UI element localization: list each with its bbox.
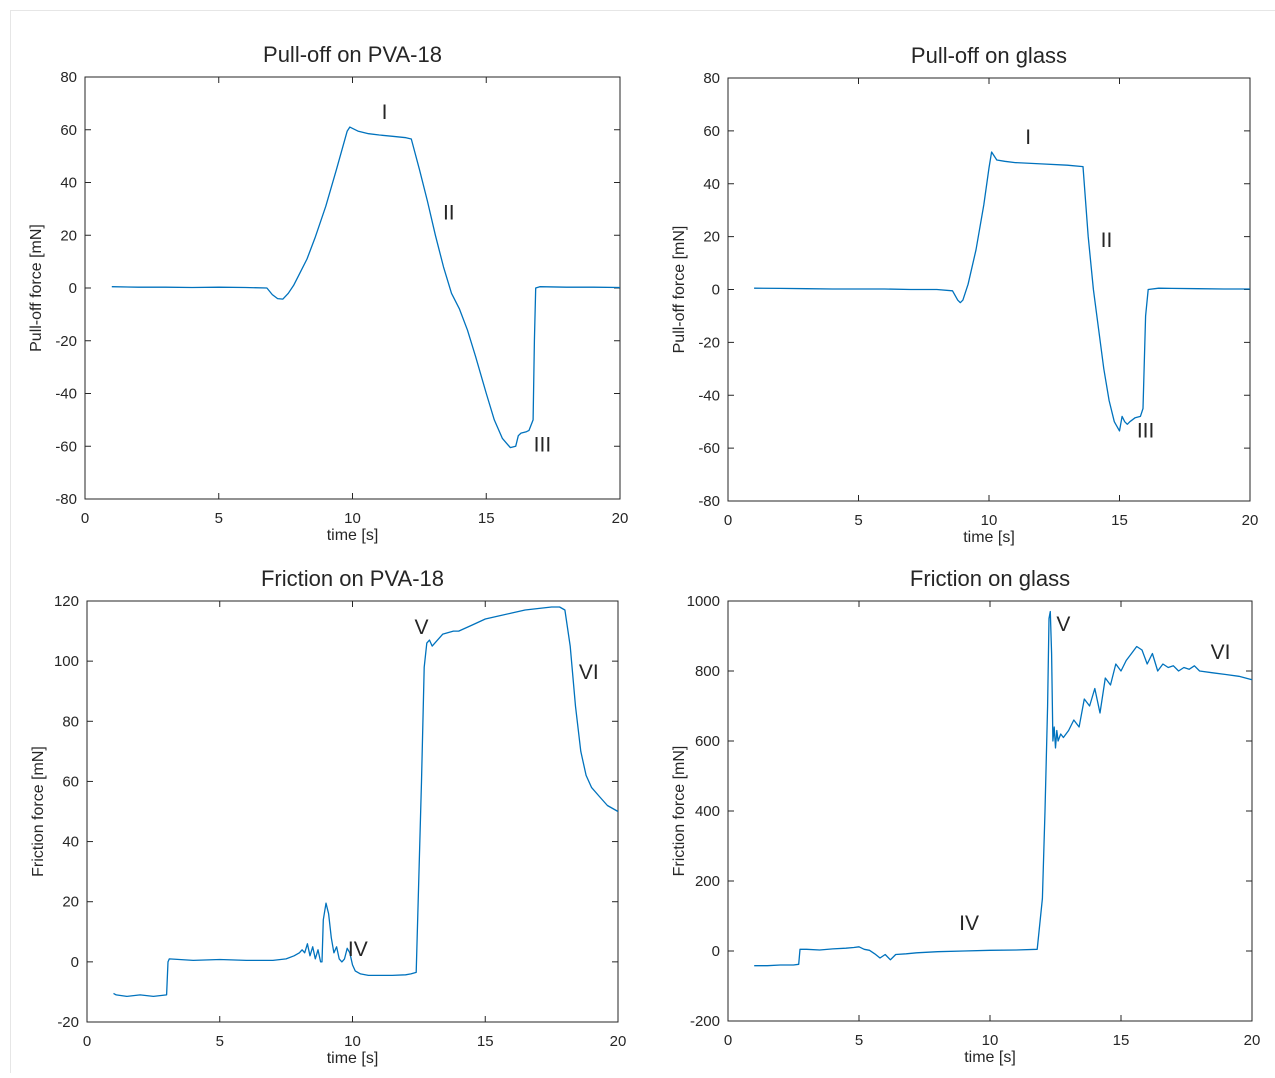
chart-pull-off-on-pva-18-series-line-0 — [111, 126, 621, 449]
chart-friction-on-pva-18-xtick-label: 0 — [83, 1033, 91, 1050]
chart-pull-off-on-pva-18-xtick-label: 0 — [81, 510, 89, 527]
chart-pull-off-on-pva-18-ytick-label: 60 — [60, 122, 77, 139]
chart-friction-on-pva-18-ytick-label: 40 — [62, 834, 79, 851]
chart-friction-on-glass-xtick-label: 15 — [1113, 1032, 1130, 1049]
chart-pull-off-on-glass-ytick-label: 20 — [703, 229, 720, 246]
chart-pull-off-on-pva-18-ytick-label: -80 — [55, 491, 77, 508]
chart-friction-on-pva-18-annotation-vi: VI — [579, 661, 599, 684]
figure-canvas: Pull-off on PVA-180 5 10 15 20-80-60-40-2002… — [28, 42, 1260, 1067]
chart-pull-off-on-glass-ytick-label: 0 — [712, 282, 720, 299]
chart-pull-off-on-pva-18-ytick-label: 80 — [60, 69, 77, 86]
chart-friction-on-pva-18-ytick-label: 100 — [54, 653, 79, 670]
chart-pull-off-on-glass-xtick-label: 5 — [854, 512, 862, 529]
chart-friction-on-pva-18-title: Friction on PVA-18 — [261, 566, 444, 591]
chart-friction-on-glass-title: Friction on glass — [910, 566, 1070, 591]
chart-pull-off-on-glass-annotation-iii: III — [1137, 420, 1155, 443]
chart-pull-off-on-pva-18-xtick-label: 10 — [344, 510, 361, 527]
chart-pull-off-on-pva-18-ytick-label: 0 — [69, 280, 77, 297]
chart-friction-on-glass-xtick-label: 5 — [855, 1032, 863, 1049]
chart-pull-off-on-glass-ytick-label: -40 — [698, 387, 720, 404]
chart-friction-on-glass-ytick-label: 600 — [695, 733, 720, 750]
chart-friction-on-glass-xtick-label: 20 — [1244, 1032, 1261, 1049]
chart-friction-on-pva-18-ytick-label: 120 — [54, 593, 79, 610]
chart-friction-on-pva-18-annotation-iv: IV — [348, 938, 368, 961]
chart-pull-off-on-pva-18-ytick-label: -60 — [55, 438, 77, 455]
chart-friction-on-glass-ytick-label: 800 — [695, 663, 720, 680]
chart-pull-off-on-glass-ylabel: Pull-off force [mN] — [671, 226, 688, 354]
chart-pull-off-on-glass: Pull-off on glass 0 5 10 15 20 -80 -60 -40 -20 0 20… — [671, 43, 1258, 546]
chart-friction-on-pva-18-xtick-label: 20 — [610, 1033, 627, 1050]
chart-friction-on-pva-18-xtick-label: 15 — [477, 1033, 494, 1050]
chart-friction-on-glass-xtick-label: 0 — [724, 1032, 732, 1049]
chart-pull-off-on-pva-18-title: Pull-off on PVA-18 — [263, 42, 442, 67]
chart-pull-off-on-pva-18-xlabel: time [s] — [327, 527, 379, 544]
chart-friction-on-glass-axes-box — [727, 600, 1253, 1022]
chart-pull-off-on-pva-18-annotation-iii: III — [534, 434, 552, 457]
chart-pull-off-on-pva-18-ytick-label: -40 — [55, 386, 77, 403]
chart-pull-off-on-pva-18-xtick-label: 5 — [215, 510, 223, 527]
chart-friction-on-pva-18-ytick-label: 80 — [62, 713, 79, 730]
chart-friction-on-glass-ylabel: Friction force [mN] — [671, 746, 688, 877]
chart-pull-off-on-glass-xtick-label: 10 — [981, 512, 998, 529]
chart-pull-off-on-pva-18-xtick-label: 15 — [478, 510, 495, 527]
chart-friction-on-pva-18-xtick-label: 5 — [216, 1033, 224, 1050]
chart-friction-on-glass-xtick-label: 10 — [982, 1032, 999, 1049]
chart-pull-off-on-glass-xlabel: time [s] — [963, 529, 1015, 546]
chart-friction-on-pva-18-ytick-label: 0 — [71, 954, 79, 971]
chart-friction-on-pva-18-xlabel: time [s] — [327, 1050, 379, 1067]
figure: Pull-off on PVA-18 0 5 10 15 20 -80 -60 -40 -20 0 2… — [10, 10, 1275, 1073]
chart-friction-on-pva-18-axes-box — [86, 600, 619, 1023]
chart-pull-off-on-glass-ytick-label: -20 — [698, 334, 720, 351]
chart-friction-on-glass-annotation-vi: VI — [1211, 641, 1231, 664]
chart-friction-on-pva-18-series-line-0 — [113, 606, 619, 998]
chart-pull-off-on-pva-18-xtick-label: 20 — [612, 510, 629, 527]
chart-friction-on-glass-series-line-0 — [754, 610, 1253, 967]
chart-pull-off-on-glass-series-line-0 — [754, 151, 1250, 432]
chart-pull-off-on-glass-title: Pull-off on glass — [911, 43, 1067, 68]
chart-pull-off-on-glass-xtick-label: 0 — [724, 512, 732, 529]
chart-friction-on-pva-18: Friction on PVA-180 5 10 15 20-2002040608010… — [30, 566, 626, 1067]
chart-pull-off-on-glass-ytick-label: -80 — [698, 493, 720, 510]
chart-pull-off-on-glass-axes-box — [727, 77, 1251, 502]
chart-friction-on-glass-xlabel: time [s] — [964, 1049, 1016, 1066]
chart-pull-off-on-pva-18-ytick-label: 40 — [60, 175, 77, 192]
chart-pull-off-on-pva-18-ytick-label: -20 — [55, 333, 77, 350]
chart-friction-on-pva-18-xtick-label: 10 — [344, 1033, 361, 1050]
chart-pull-off-on-glass-annotation-ii: II — [1101, 229, 1113, 252]
chart-pull-off-on-pva-18-ylabel: Pull-off force [mN] — [28, 224, 45, 352]
chart-pull-off-on-glass-ytick-label: 80 — [703, 70, 720, 87]
chart-pull-off-on-pva-18-annotation-i: I — [382, 101, 388, 124]
chart-pull-off-on-glass-xtick-label: 15 — [1111, 512, 1128, 529]
chart-pull-off-on-pva-18-ytick-label: 20 — [60, 227, 77, 244]
chart-friction-on-glass-annotation-iv: IV — [959, 912, 979, 935]
chart-friction-on-pva-18-ylabel: Friction force [mN] — [30, 746, 47, 877]
chart-friction-on-glass-annotation-v: V — [1056, 613, 1070, 636]
chart-friction-on-glass-ytick-label: 0 — [712, 943, 720, 960]
chart-pull-off-on-glass-ytick-label: 40 — [703, 176, 720, 193]
chart-pull-off-on-glass-annotation-i: I — [1025, 126, 1031, 149]
chart-pull-off-on-glass-xtick-label: 20 — [1242, 512, 1259, 529]
chart-friction-on-pva-18-ytick-label: 60 — [62, 773, 79, 790]
chart-friction-on-pva-18-ytick-label: 20 — [62, 894, 79, 911]
chart-friction-on-glass-ytick-label: 200 — [695, 873, 720, 890]
chart-pull-off-on-pva-18: Pull-off on PVA-18 0 5 10 15 20 -80 -60 -40 -20 0 2… — [28, 42, 628, 544]
chart-pull-off-on-pva-18-axes-box — [84, 76, 621, 500]
chart-friction-on-pva-18-annotation-v: V — [415, 616, 429, 639]
chart-friction-on-pva-18-ytick-label: -20 — [57, 1014, 79, 1031]
chart-friction-on-glass-ytick-label: 1000 — [687, 593, 720, 610]
chart-pull-off-on-glass-ytick-label: 60 — [703, 123, 720, 140]
chart-pull-off-on-pva-18-annotation-ii: II — [443, 201, 455, 224]
chart-pull-off-on-glass-ytick-label: -60 — [698, 440, 720, 457]
chart-friction-on-glass-ytick-label: 400 — [695, 803, 720, 820]
chart-friction-on-glass-ytick-label: -200 — [690, 1013, 720, 1030]
